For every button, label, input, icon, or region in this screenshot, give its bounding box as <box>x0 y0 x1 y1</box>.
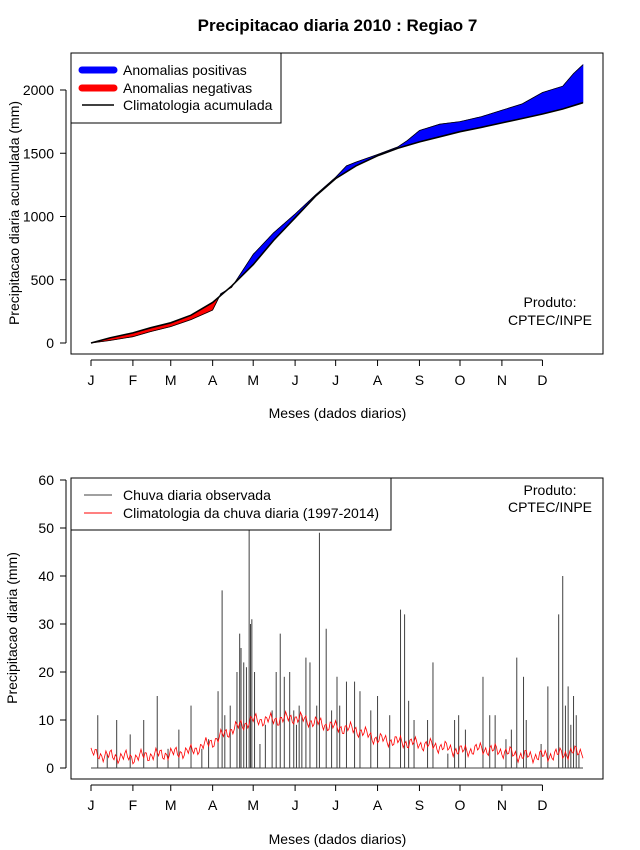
bottom-x-tick-label: N <box>497 797 507 813</box>
bottom-x-tick-label: A <box>208 797 218 813</box>
bottom-y-tick-label: 50 <box>38 520 54 536</box>
bottom-y-tick-label: 20 <box>38 664 54 680</box>
bottom-y-tick-label: 0 <box>46 760 54 776</box>
bottom-annotation-line2: CPTEC/INPE <box>507 499 592 515</box>
top-plot: 0 500 1000 1500 2000 J F M A M J J A S O N D Anomalias po… <box>23 52 604 388</box>
top-x-tick-label: A <box>208 372 218 388</box>
bottom-y-tick-label: 40 <box>38 568 54 584</box>
bottom-x-axis-label: Meses (dados diarios) <box>268 831 407 847</box>
bottom-legend-label: Climatologia da chuva diaria (1997-2014) <box>123 505 379 521</box>
bottom-x-tick-label: M <box>247 797 259 813</box>
bottom-y-tick-label: 10 <box>38 712 54 728</box>
bottom-legend-box <box>70 477 392 531</box>
top-x-tick-label: J <box>88 372 95 388</box>
top-x-tick-label: J <box>292 372 299 388</box>
climatology-accumulated-line <box>90 101 584 344</box>
bottom-annotation-line1: Produto: <box>523 482 577 498</box>
top-y-tick-label: 1000 <box>23 209 54 225</box>
bottom-x-tick-label: A <box>373 797 383 813</box>
bottom-x-tick-label: D <box>537 797 547 813</box>
top-y-tick-label: 0 <box>46 335 54 351</box>
top-x-tick-label: M <box>247 372 259 388</box>
bottom-y-tick-label: 30 <box>38 616 54 632</box>
top-y-tick-label: 500 <box>31 272 55 288</box>
observed-accumulated-line <box>90 64 584 344</box>
negative-anomaly-area <box>90 282 235 344</box>
top-legend-label: Climatologia acumulada <box>123 97 273 113</box>
top-legend-label: Anomalias negativas <box>123 80 252 96</box>
top-annotation-line2: CPTEC/INPE <box>507 312 592 328</box>
top-x-tick-label: J <box>332 372 339 388</box>
bottom-plot: 0 10 20 30 40 50 60 J F M A M J J A S O N D Chuva diaria ob… <box>38 472 604 813</box>
bottom-x-tick-label: O <box>455 797 466 813</box>
top-x-tick-label: F <box>129 372 138 388</box>
top-x-tick-label: S <box>415 372 424 388</box>
bottom-x-tick-label: S <box>415 797 424 813</box>
top-x-tick-label: D <box>537 372 547 388</box>
top-x-tick-label: O <box>455 372 466 388</box>
top-plot-frame <box>70 52 604 355</box>
top-x-tick-label: M <box>165 372 177 388</box>
top-annotation-line1: Produto: <box>523 294 577 310</box>
bottom-y-tick-label: 60 <box>38 472 54 488</box>
bottom-x-tick-label: M <box>165 797 177 813</box>
climatology-daily-line <box>90 709 584 765</box>
bottom-x-tick-label: J <box>292 797 299 813</box>
bottom-legend-label: Chuva diaria observada <box>123 487 271 503</box>
bottom-x-tick-label: J <box>88 797 95 813</box>
top-y-tick-label: 1500 <box>23 145 54 161</box>
top-y-tick-label: 2000 <box>23 82 54 98</box>
top-x-axis-label: Meses (dados diarios) <box>268 405 407 421</box>
bottom-x-tick-label: J <box>332 797 339 813</box>
top-x-tick-label: A <box>373 372 383 388</box>
top-x-tick-label: N <box>497 372 507 388</box>
chart-title: Precipitacao diaria 2010 : Regiao 7 <box>197 16 478 35</box>
top-legend-label: Anomalias positivas <box>123 62 247 78</box>
bottom-x-tick-label: F <box>129 797 138 813</box>
